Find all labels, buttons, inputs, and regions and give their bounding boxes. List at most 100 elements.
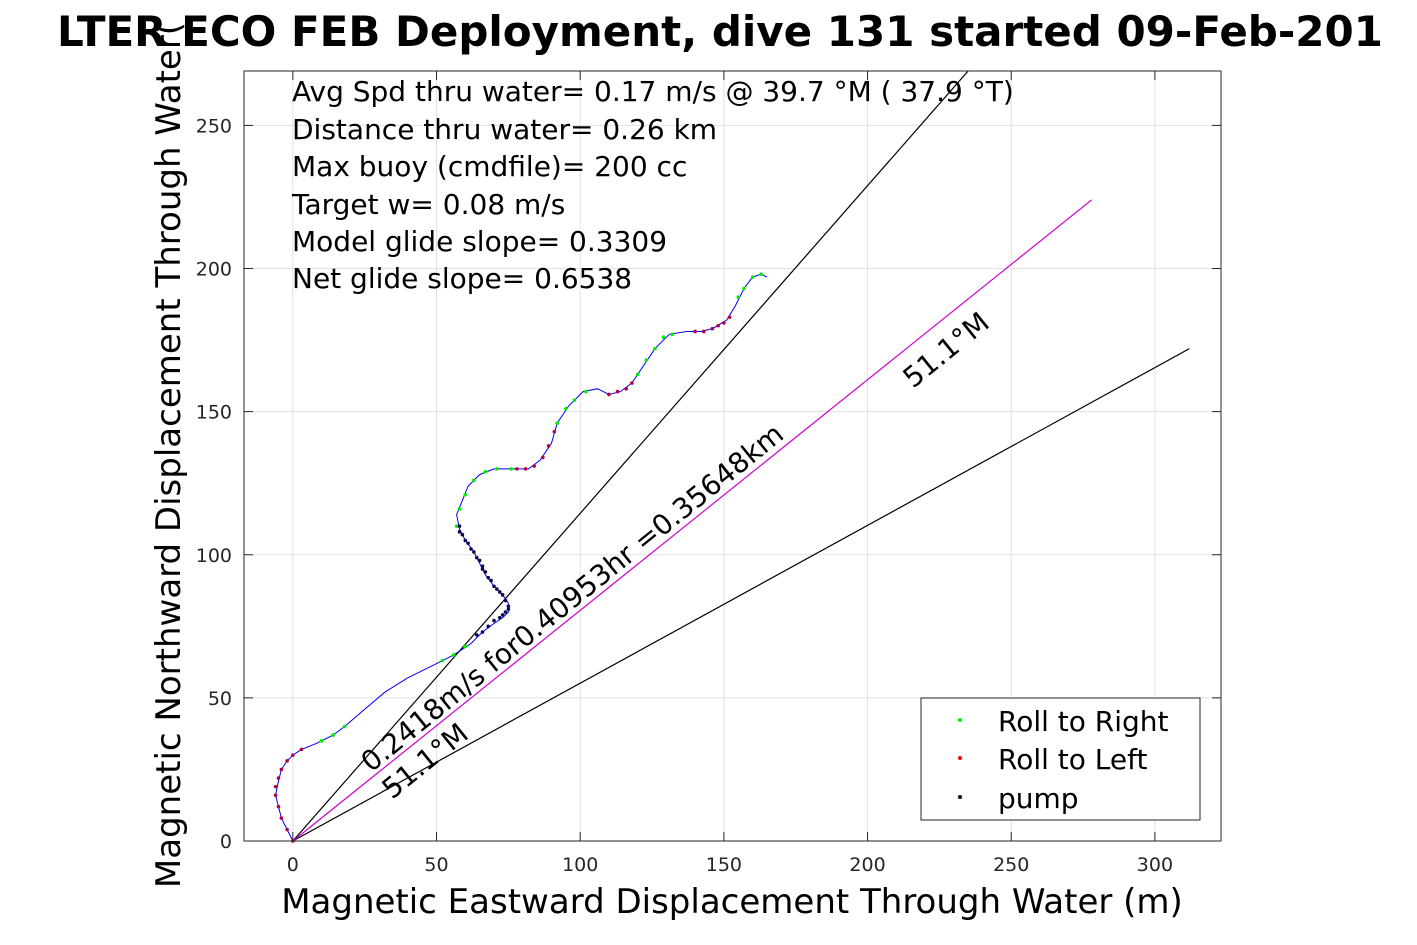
pump-point [503, 598, 508, 603]
pump-point [492, 618, 496, 623]
info-line-model-slope: Model glide slope= 0.3309 [292, 225, 667, 258]
roll-right-point [644, 358, 649, 362]
roll-right-point [342, 724, 347, 729]
pump-point [486, 575, 491, 580]
legend-label-pump: pump [998, 782, 1079, 815]
x-axis-label: Magnetic Eastward Displacement Through W… [281, 882, 1183, 922]
roll-right-point [555, 421, 560, 425]
roll-left-point [630, 381, 634, 385]
roll-left-point [291, 753, 295, 757]
pump-point [480, 564, 485, 569]
roll-left-point [727, 315, 732, 319]
roll-right-point [483, 469, 488, 474]
y-tick-label: 100 [196, 545, 232, 567]
y-tick-label: 150 [196, 402, 232, 424]
info-line-target-w: Target w= 0.08 m/s [291, 188, 565, 221]
pump-point [500, 613, 505, 617]
roll-right-point [661, 335, 666, 340]
roll-right-point [564, 406, 568, 411]
pump-point [480, 630, 485, 634]
roll-right-point [670, 332, 674, 337]
pump-point [500, 593, 505, 597]
pump-point [497, 590, 502, 594]
x-tick-label: 150 [706, 854, 742, 876]
roll-left-point [273, 784, 278, 789]
roll-right-point [463, 492, 468, 497]
roll-left-point [693, 329, 697, 334]
y-axis-label: Magnetic Northward Displacement Through … [149, 22, 189, 888]
x-tick-label: 200 [849, 854, 885, 876]
roll-left-point [607, 392, 611, 397]
legend-marker-roll-right [958, 718, 962, 722]
pump-point [469, 547, 473, 551]
pump-point [495, 587, 499, 591]
pump-point [497, 615, 502, 620]
roll-right-point [509, 467, 514, 471]
pump-point [483, 570, 488, 574]
pump-point [466, 541, 470, 546]
roll-right-point [454, 524, 459, 528]
roll-left-point [532, 464, 537, 468]
info-line-speed: Avg Spd thru water= 0.17 m/s @ 39.7 °M (… [292, 75, 1014, 108]
pump-point [477, 558, 482, 563]
roll-left-point [276, 804, 281, 809]
roll-left-point [710, 326, 715, 331]
roll-right-point [319, 739, 324, 743]
y-tick-label: 0 [220, 831, 232, 853]
info-line-net-slope: Net glide slope= 0.6538 [292, 262, 632, 295]
pump-point [472, 550, 476, 554]
roll-left-point [541, 455, 545, 460]
roll-right-point [472, 478, 476, 483]
legend-label-roll-left: Roll to Left [998, 743, 1147, 776]
info-line-buoy: Max buoy (cmdfile)= 200 cc [292, 150, 687, 183]
pump-point [460, 532, 465, 537]
roll-left-point [279, 767, 284, 772]
roll-left-point [285, 827, 289, 832]
pump-point [489, 578, 493, 583]
roll-right-point [463, 644, 468, 649]
roll-left-point [276, 776, 281, 780]
roll-left-point [546, 444, 551, 448]
roll-right-point [572, 398, 577, 402]
roll-right-point [495, 467, 499, 471]
roll-right-point [440, 658, 445, 663]
roll-right-point [635, 372, 640, 377]
legend: Roll to Right Roll to Left pump [920, 697, 1201, 821]
y-tick-label: 200 [196, 259, 232, 281]
roll-left-point [701, 329, 706, 334]
pump-point [474, 633, 479, 637]
legend-marker-pump [958, 795, 962, 799]
roll-left-point [615, 389, 620, 394]
x-tick-label: 0 [287, 854, 299, 876]
roll-left-point [523, 467, 528, 471]
pump-point [480, 567, 485, 571]
roll-right-point [457, 507, 462, 511]
y-tick-label: 50 [208, 688, 232, 710]
pump-point [474, 555, 479, 560]
chart-title: LTER ECO FEB Deployment, dive 131 starte… [57, 7, 1383, 56]
legend-label-roll-right: Roll to Right [998, 705, 1169, 738]
points-layer [273, 272, 764, 843]
roll-left-point [722, 321, 726, 325]
roll-left-point [285, 759, 289, 763]
roll-left-point [552, 429, 557, 434]
roll-left-point [279, 816, 284, 820]
reference-lines-layer [292, 70, 1190, 842]
legend-box [920, 697, 1201, 821]
reference-line [292, 70, 969, 842]
legend-marker-roll-left [958, 756, 962, 760]
roll-right-point [742, 286, 746, 291]
pump-point [486, 624, 491, 629]
x-tick-label: 300 [1137, 854, 1173, 876]
info-line-distance: Distance thru water= 0.26 km [292, 113, 717, 146]
roll-right-point [750, 275, 755, 279]
roll-left-point [716, 323, 720, 328]
roll-right-point [331, 733, 335, 737]
pump-point [457, 524, 462, 528]
pump-point [506, 607, 511, 611]
roll-left-point [515, 467, 519, 471]
roll-right-point [759, 272, 764, 277]
reference-line [292, 199, 1093, 842]
ticks-layer: 0 50 100 150 200 250 300 0 50 100 150 200 250 [196, 71, 1221, 876]
